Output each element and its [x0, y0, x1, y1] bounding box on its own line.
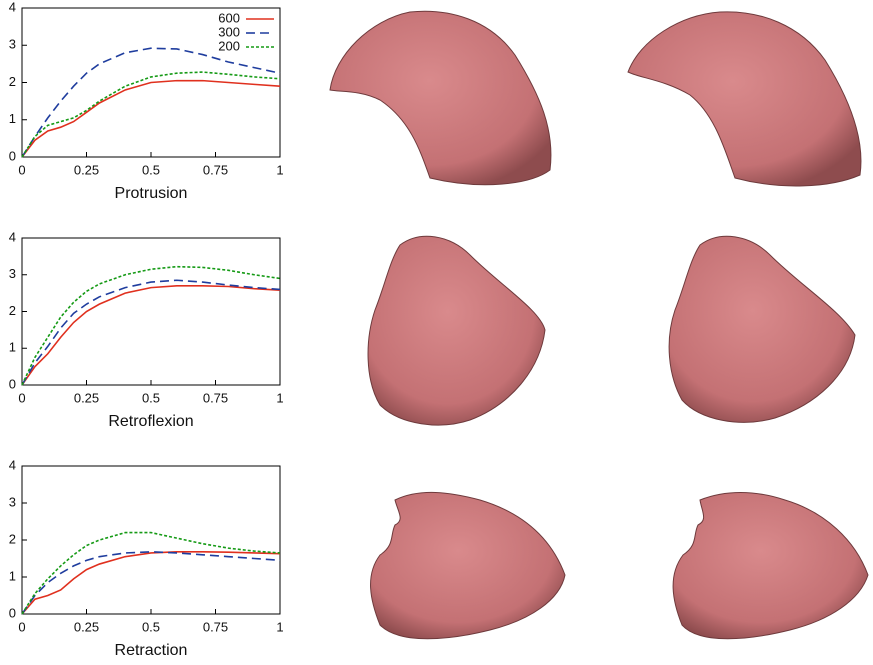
x-tick-label: 0.75 [203, 619, 228, 634]
x-tick-label: 0.25 [74, 390, 99, 405]
series-line [22, 267, 280, 385]
plot-frame [22, 238, 280, 385]
y-tick-label: 0 [9, 605, 16, 620]
x-axis-label: Protrusion [115, 185, 188, 202]
y-tick-label: 1 [9, 111, 16, 126]
x-tick-label: 0.5 [142, 162, 160, 177]
x-axis-label: Retroflexion [108, 413, 193, 430]
series-line [22, 72, 280, 157]
x-tick-label: 1 [276, 162, 283, 177]
series-line [22, 81, 280, 157]
x-tick-label: 0.25 [74, 162, 99, 177]
series-line [22, 48, 280, 157]
series-line [22, 552, 280, 614]
legend-label: 200 [218, 38, 240, 53]
x-tick-label: 1 [276, 390, 283, 405]
y-tick-label: 0 [9, 376, 16, 391]
x-tick-label: 0 [18, 162, 25, 177]
y-tick-label: 3 [9, 494, 16, 509]
renderings [330, 11, 868, 638]
x-tick-label: 0.5 [142, 390, 160, 405]
y-tick-label: 0 [9, 148, 16, 163]
x-axis-label: Retraction [115, 642, 188, 659]
figure: 0123400.250.50.751Protrusion600300200012… [0, 0, 873, 665]
x-tick-label: 0.75 [203, 390, 228, 405]
y-tick-label: 4 [9, 457, 16, 472]
shape [628, 12, 861, 186]
y-tick-label: 3 [9, 37, 16, 52]
shape [330, 11, 551, 184]
y-tick-label: 4 [9, 229, 16, 244]
x-tick-label: 1 [276, 619, 283, 634]
y-tick-label: 1 [9, 340, 16, 355]
x-tick-label: 0 [18, 390, 25, 405]
plot-frame [22, 466, 280, 614]
shape [669, 236, 855, 422]
series-line [22, 552, 280, 614]
shape [673, 493, 868, 639]
y-tick-label: 2 [9, 531, 16, 546]
y-tick-label: 2 [9, 74, 16, 89]
legend-label: 300 [218, 24, 240, 39]
x-tick-label: 0.25 [74, 619, 99, 634]
y-tick-label: 2 [9, 303, 16, 318]
x-tick-label: 0.5 [142, 619, 160, 634]
shape [371, 492, 565, 638]
x-tick-label: 0 [18, 619, 25, 634]
x-tick-label: 0.75 [203, 162, 228, 177]
series-line [22, 280, 280, 385]
y-tick-label: 4 [9, 0, 16, 14]
legend-label: 600 [218, 10, 240, 25]
y-tick-label: 1 [9, 568, 16, 583]
y-tick-label: 3 [9, 266, 16, 281]
shape [368, 236, 545, 425]
series-line [22, 286, 280, 385]
